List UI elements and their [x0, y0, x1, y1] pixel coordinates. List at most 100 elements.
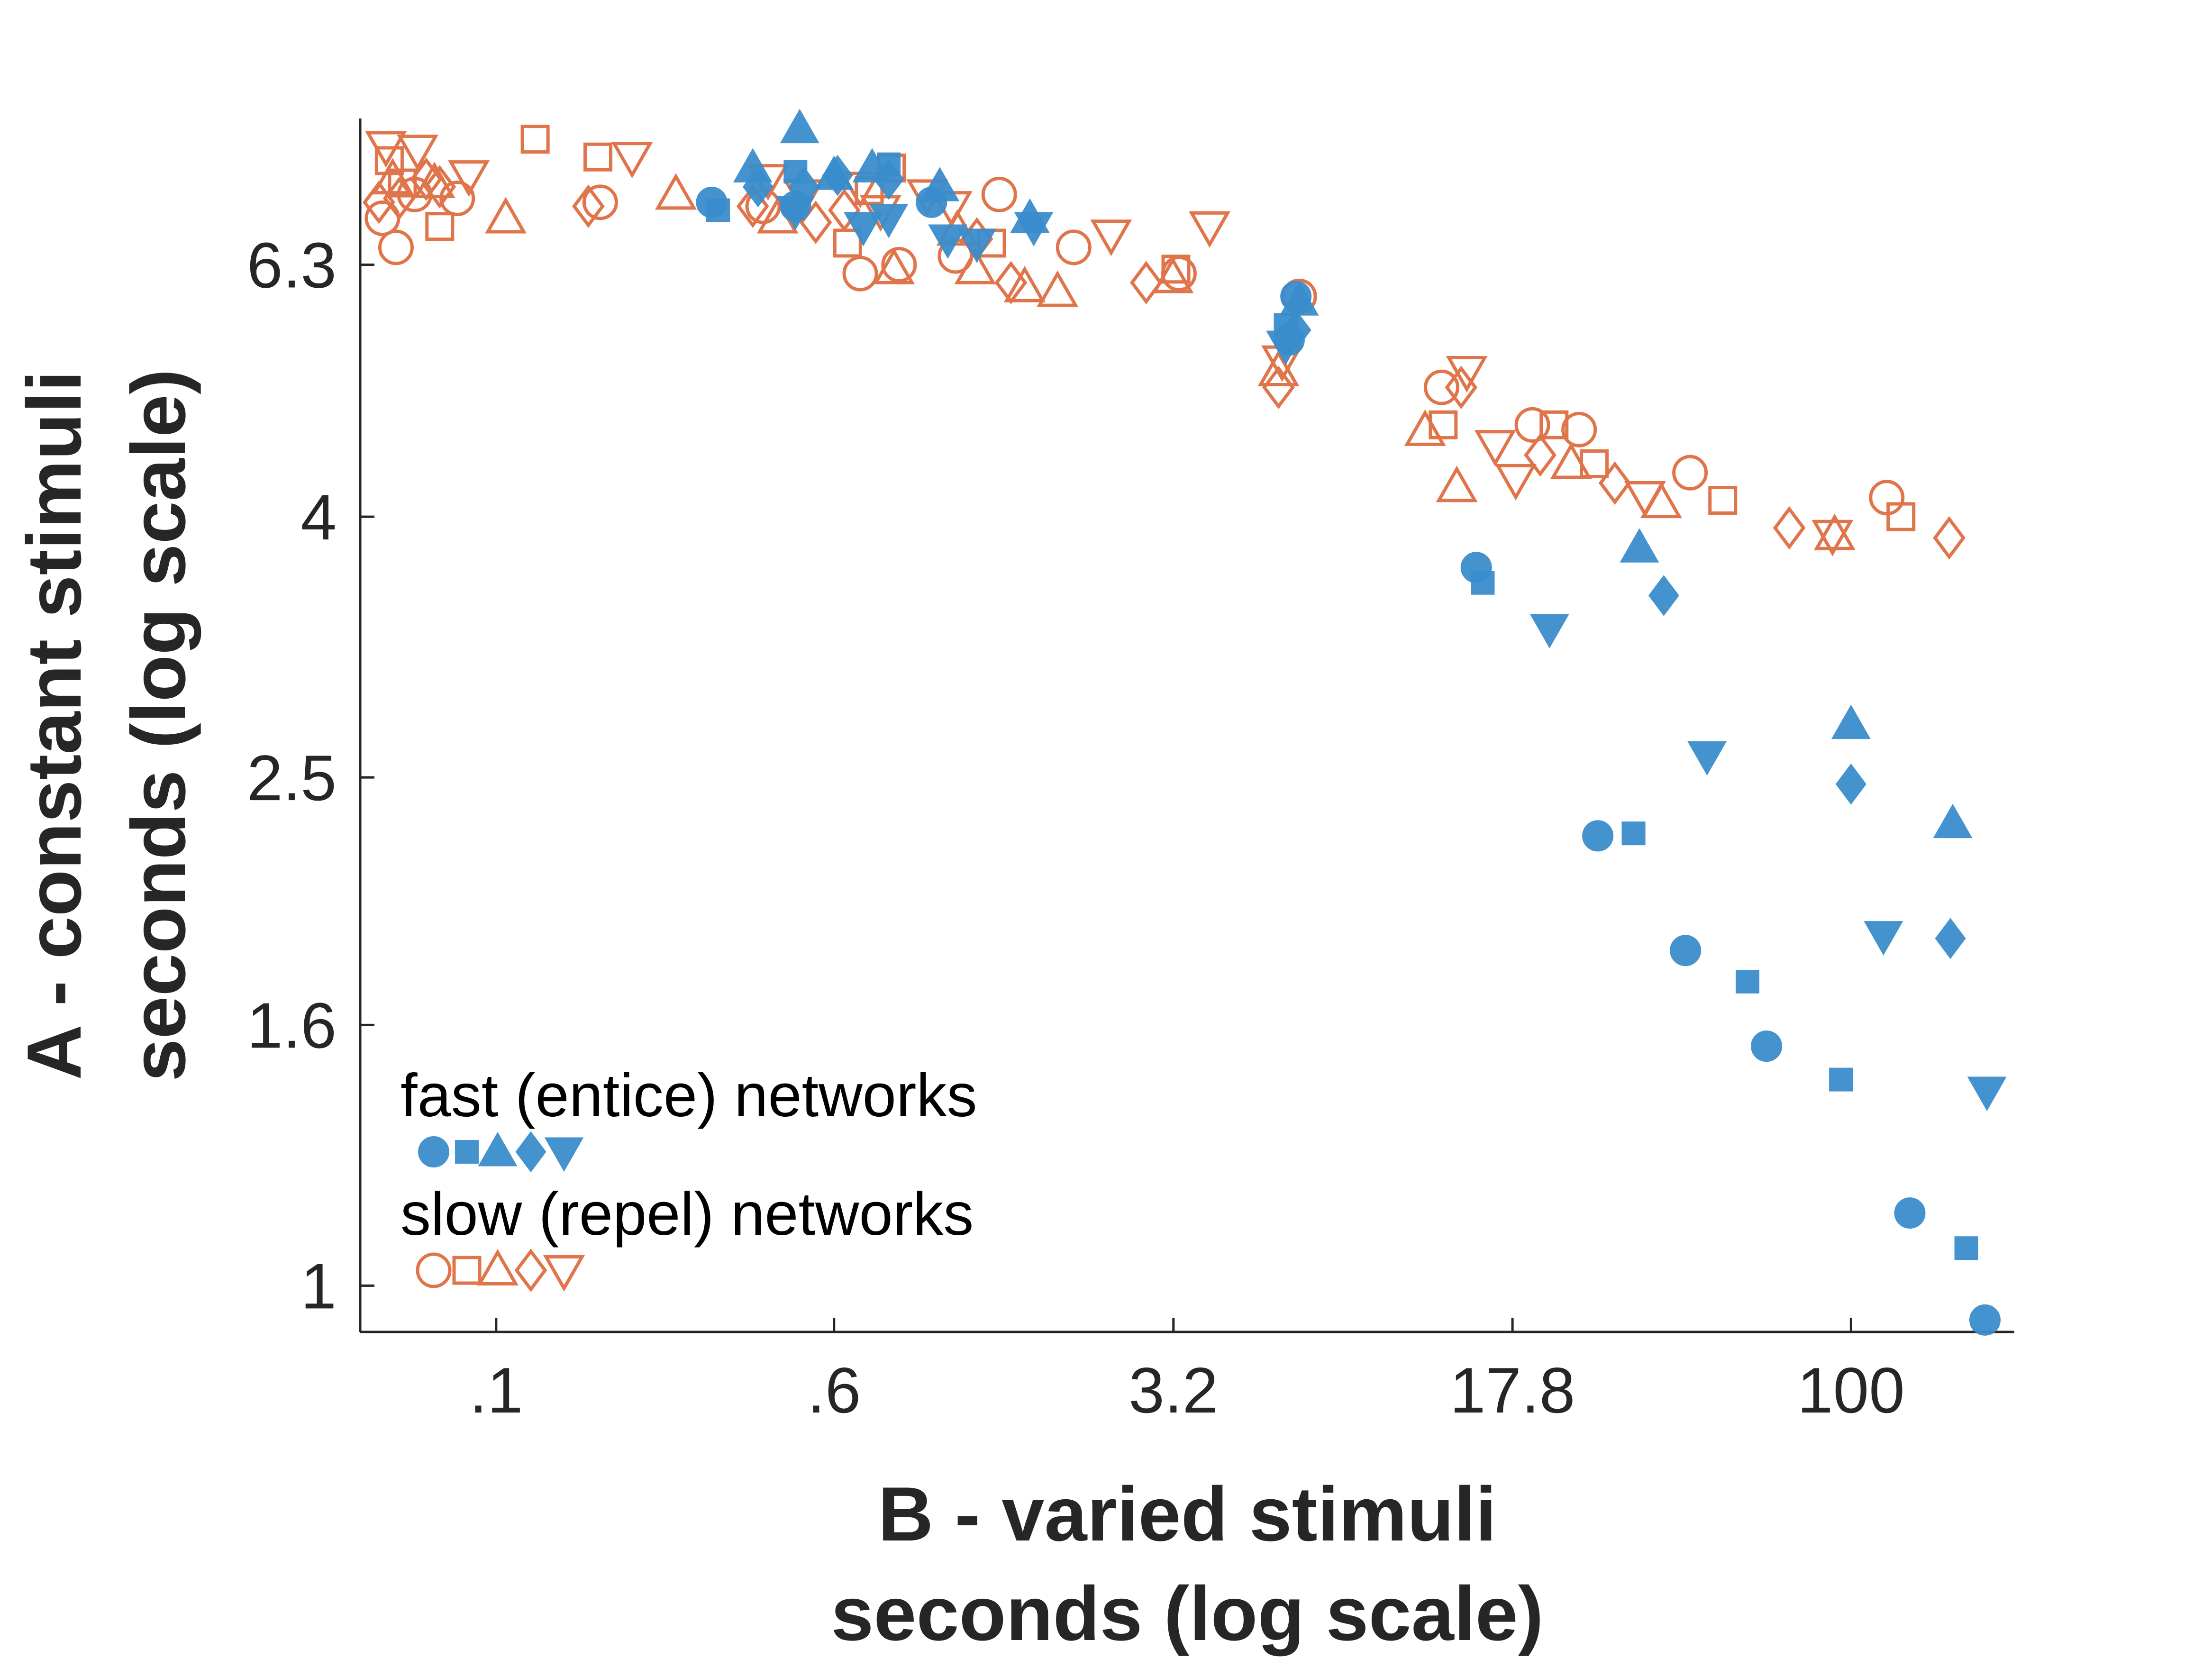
fast-triangle-up-point — [1620, 528, 1659, 563]
x-axis-ticks: .1 .6 3.2 17.8 100 — [469, 1318, 1905, 1426]
slow-square-point — [1161, 255, 1191, 284]
x-axis-title-line-2: seconds (log scale) — [831, 1571, 1543, 1657]
legend-slow-circle-marker — [416, 1252, 452, 1288]
x-tick-label: .1 — [469, 1354, 523, 1426]
legend-fast-label: fast (entice) networks — [401, 1062, 977, 1130]
slow-circle-point — [1056, 229, 1092, 265]
slow-square-point — [833, 228, 862, 258]
fast-triangle-down-point — [1014, 212, 1054, 246]
fast-triangle-down-point — [1967, 1076, 2007, 1112]
x-tick-label: 17.8 — [1450, 1354, 1575, 1426]
fast-series — [696, 109, 2007, 1336]
slow-triangle-down-point — [1474, 430, 1516, 467]
y-axis-ticks: 1 1.6 2.5 4 6.3 — [247, 229, 374, 1322]
slow-circle-point — [842, 255, 878, 292]
legend-fast-triangle-up-marker — [478, 1131, 518, 1167]
fast-triangle-down-point — [1864, 921, 1903, 956]
fast-circle-point — [1582, 820, 1614, 852]
fast-diamond-point — [1835, 763, 1866, 805]
x-tick-label: 100 — [1797, 1354, 1905, 1426]
fast-triangle-down-point — [928, 224, 968, 259]
slow-diamond-point — [1598, 461, 1631, 505]
fast-square-point — [1954, 1236, 1978, 1260]
slow-circle-point — [378, 229, 414, 265]
slow-triangle-down-point — [1090, 219, 1132, 256]
slow-triangle-up-point — [1037, 270, 1079, 307]
fast-triangle-down-point — [775, 196, 815, 230]
fast-circle-point — [1751, 1030, 1783, 1062]
slow-series — [363, 125, 1966, 560]
slow-circle-point — [1514, 407, 1550, 443]
slow-diamond-point — [572, 184, 605, 228]
fast-circle-point — [1969, 1304, 2001, 1336]
slow-square-point — [1708, 485, 1738, 515]
fast-diamond-point — [1935, 918, 1966, 959]
slow-triangle-up-point — [372, 158, 414, 195]
slow-square-point — [1886, 502, 1916, 531]
slow-diamond-point — [994, 261, 1028, 305]
y-tick-label: 6.3 — [247, 229, 337, 301]
slow-circle-point — [1561, 411, 1597, 447]
slow-triangle-down-point — [1811, 520, 1854, 556]
y-axis-title-line-1: A - constant stimuli — [11, 370, 97, 1080]
slow-triangle-up-point — [484, 197, 527, 234]
fast-diamond-point — [822, 155, 853, 196]
x-tick-label: 3.2 — [1129, 1354, 1218, 1426]
y-tick-label: 1 — [300, 1250, 337, 1322]
y-tick-label: 1.6 — [247, 989, 337, 1061]
slow-triangle-up-point — [655, 173, 697, 210]
y-tick-label: 2.5 — [247, 742, 337, 814]
slow-triangle-up-point — [1640, 482, 1682, 519]
slow-circle-point — [981, 176, 1017, 212]
fast-triangle-up-point — [780, 109, 819, 144]
fast-triangle-down-point — [957, 228, 997, 263]
slow-triangle-down-point — [1446, 356, 1488, 393]
slow-diamond-point — [1262, 365, 1295, 410]
x-axis-title: B - varied stimuli seconds (log scale) — [831, 1471, 1543, 1657]
slow-triangle-down-point — [1494, 464, 1537, 501]
slow-square-point — [425, 212, 455, 241]
fast-diamond-point — [873, 158, 904, 200]
slow-square-point — [1539, 410, 1569, 439]
fast-triangle-up-point — [1933, 803, 1973, 839]
fast-diamond-point — [1648, 575, 1679, 616]
x-axis-title-line-1: B - varied stimuli — [878, 1471, 1496, 1557]
axes: .1 .6 3.2 17.8 100 1 1.6 2.5 4 6.3 — [247, 118, 2014, 1426]
fast-triangle-up-point — [920, 167, 960, 201]
slow-square-point — [583, 142, 613, 172]
fast-square-point — [706, 198, 730, 222]
slow-diamond-point — [1524, 433, 1557, 477]
slow-diamond-point — [1773, 506, 1806, 550]
slow-diamond-point — [423, 165, 456, 209]
fast-triangle-down-point — [843, 212, 883, 246]
fast-circle-point — [1894, 1197, 1926, 1229]
fast-triangle-down-point — [1529, 614, 1569, 648]
slow-circle-point — [439, 181, 475, 217]
slow-diamond-point — [382, 176, 416, 220]
slow-circle-point — [582, 184, 618, 220]
data-points — [363, 109, 2007, 1336]
y-axis-title: A - constant stimuli seconds (log scale) — [11, 369, 201, 1081]
slow-triangle-up-point — [873, 247, 915, 284]
legend-slow-triangle-up-marker — [476, 1249, 519, 1285]
slow-diamond-point — [828, 188, 861, 232]
slow-triangle-up-point — [1003, 265, 1046, 302]
legend-fast-triangle-down-marker — [544, 1137, 584, 1172]
slow-square-point — [520, 125, 550, 154]
fast-triangle-down-point — [1266, 330, 1306, 365]
x-tick-label: .6 — [807, 1354, 861, 1426]
fast-square-point — [1471, 571, 1495, 595]
fast-triangle-up-point — [1831, 704, 1871, 739]
slow-circle-point — [881, 246, 917, 283]
y-tick-label: 4 — [300, 481, 337, 553]
fast-triangle-down-point — [1687, 741, 1727, 776]
legend-slow-triangle-down-marker — [543, 1255, 585, 1292]
fast-square-point — [1829, 1067, 1853, 1092]
slow-triangle-down-point — [1624, 481, 1666, 518]
fast-square-point — [1621, 821, 1646, 846]
legend-slow-diamond-marker — [514, 1249, 547, 1292]
slow-diamond-point — [1129, 261, 1163, 305]
legend-fast-markers — [418, 1131, 584, 1173]
